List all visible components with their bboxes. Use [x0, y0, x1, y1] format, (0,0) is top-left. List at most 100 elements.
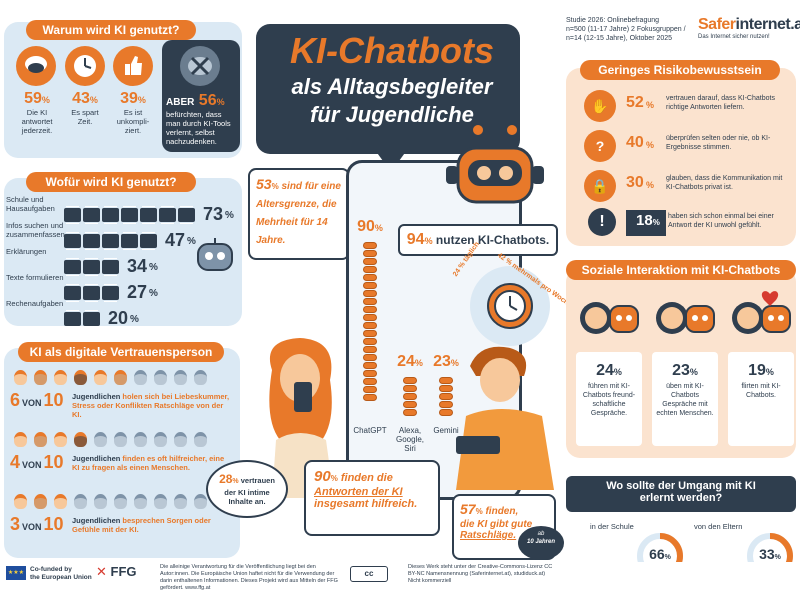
risiko-row: ✋ 52% vertrauen darauf, dass KI-Chatbots r… — [576, 86, 794, 126]
person-icon — [134, 370, 147, 385]
chip-icon — [121, 206, 138, 224]
chip-icon — [140, 206, 157, 224]
risiko-unit: % — [646, 100, 655, 110]
main-title: KI-Chatbots — [290, 30, 494, 71]
vertrauen-n: 6 — [10, 390, 21, 410]
robot-stack-icon — [403, 393, 417, 400]
robot-stack-icon — [439, 385, 453, 392]
vertrauen-n: 4 — [10, 452, 21, 472]
person-icon — [14, 494, 27, 509]
chatbot-pct: 23 — [433, 353, 451, 370]
vertrauen-text-b: besprechen Sorgen oder Gefühle mit der K… — [72, 516, 211, 534]
risiko-title: Geringes Risikobewusstsein — [580, 60, 780, 80]
intimate-pct: 28 — [219, 472, 233, 486]
wofuer-row: Infos suchen und zusammenfassen 47% — [6, 221, 242, 250]
robot-stack-icon — [363, 322, 377, 329]
robot-stack-icon — [363, 386, 377, 393]
chatbot-unit: % — [450, 358, 459, 368]
chip-icon — [83, 310, 100, 328]
vertrauen-text: Jugendlichen finden es oft hilfreicher, … — [72, 454, 232, 472]
wofuer-label: Rechenaufgaben — [6, 299, 64, 308]
person-icon — [154, 370, 167, 385]
footer: ★★★ Co-funded by the European Union ✕ FF… — [0, 562, 800, 600]
robot-stack-icon — [439, 401, 453, 408]
vertrauen-text-a: Jugendlichen — [72, 454, 121, 463]
school-label: in der Schule — [590, 522, 634, 531]
chatbot-name: Alexa, Google, Siri — [395, 426, 425, 453]
intimate-text-1: vertrauen — [238, 476, 275, 485]
person-icon — [114, 494, 127, 509]
vertrauen-text-a: Jugendlichen — [72, 392, 121, 401]
warum-pct-3: 39 — [120, 90, 138, 107]
vertrauen-row: 3 VON 10 Jugendlichen besprechen Sorgen ode… — [10, 494, 236, 556]
chip-icon — [178, 206, 195, 224]
sozial-pct-wrap: 23% — [652, 362, 718, 380]
sozial-pct: 24 — [596, 362, 614, 379]
age-tag: ab 10 Jahren — [518, 526, 564, 560]
person-icon — [74, 494, 87, 509]
person-icon — [74, 432, 87, 447]
wofuer-pct: 34 — [127, 256, 148, 276]
advice-text-1: finden, — [482, 506, 519, 517]
robot-stack-icon — [363, 330, 377, 337]
warum-text-2: Es spart Zeit. — [71, 108, 99, 126]
robot-illustration — [440, 120, 550, 210]
robot-stack-icon — [439, 377, 453, 384]
speech-bubble-icon — [16, 46, 56, 86]
wofuer-title: Wofür wird KI genutzt? — [26, 172, 196, 192]
robot-stack-icon — [439, 393, 453, 400]
person-icon — [34, 432, 47, 447]
vertrauen-text: Jugendlichen besprechen Sorgen oder Gefü… — [72, 516, 232, 534]
aber-text: befürchten, dass man durch KI-Tools verl… — [166, 110, 231, 146]
vertrauen-row: 6 VON 10 Jugendlichen holen sich bei Liebes… — [10, 370, 236, 432]
sozial-pct: 19 — [748, 362, 766, 379]
intimate-bubble: 28% vertrauen der KI intime Inhalte an. — [206, 460, 288, 518]
person-icon — [34, 370, 47, 385]
sozial-text: üben mit KI-Chatbots Gespräche mit echte… — [656, 383, 714, 417]
chatbot-pct-label: 23% — [428, 353, 464, 371]
vertrauen-count: 4 VON 10 — [10, 452, 64, 473]
cc-license-icon: cc — [350, 566, 388, 582]
wofuer-bar — [64, 232, 159, 250]
brand-a: Safer — [698, 16, 736, 33]
robot-stack-icon — [363, 370, 377, 377]
vertrauen-n: 3 — [10, 514, 21, 534]
age-unit: % — [271, 182, 279, 191]
chip-icon — [102, 258, 119, 276]
vertrauen-count: 3 VON 10 — [10, 514, 64, 535]
eu-text-1: Co-funded by — [30, 566, 72, 573]
vertrauen-row: 4 VON 10 Jugendlichen finden es oft hilfrei… — [10, 432, 236, 494]
risiko-list: ✋ 52% vertrauen darauf, dass KI-Chatbots r… — [576, 86, 794, 206]
risiko-text: glauben, dass die Kommunikation mit KI-C… — [666, 175, 783, 191]
brain-icon — [180, 46, 220, 86]
wofuer-unit: % — [225, 210, 234, 221]
chip-icon — [102, 232, 119, 250]
warum-text-3: Es ist unkompli-ziert. — [116, 108, 150, 135]
robot-stack-icon — [363, 282, 377, 289]
faces-row — [14, 432, 214, 452]
wofuer-bar — [64, 206, 197, 224]
school-pct: 66 — [649, 546, 665, 562]
robot-stack-icon — [403, 409, 417, 416]
wofuer-unit: % — [130, 314, 139, 325]
sozial-text: führen mit KI-Chatbots freund-schaftlich… — [582, 383, 636, 417]
vertrauen-total: 10 — [43, 452, 64, 472]
thumbs-up-icon — [113, 46, 153, 86]
eu-flag-icon: ★★★ — [6, 566, 26, 580]
warum-title: Warum wird KI genutzt? — [26, 20, 196, 40]
chip-icon — [64, 258, 81, 276]
sozial-list: 24% führen mit KI-Chatbots freund-schaftl… — [570, 288, 794, 454]
handshake-icon: ✋ — [584, 90, 616, 122]
helpful-pct: 90 — [314, 468, 331, 485]
study-info: Studie 2026: Onlinebefragung n=500 (11-1… — [566, 16, 706, 43]
chatbot-pct-label: 90% — [352, 218, 388, 236]
wofuer-unit: % — [149, 262, 158, 273]
robot-stack-icon — [363, 258, 377, 265]
risiko-text: überprüfen selten oder nie, ob KI-Ergebn… — [666, 135, 771, 151]
warn-unit: % — [652, 218, 660, 227]
wofuer-bar — [64, 258, 121, 276]
intimate-text-2: der KI intime Inhalte an. — [224, 488, 270, 506]
advice-text-3: Ratschläge. — [460, 530, 517, 541]
umgang-title-box: Wo sollte der Umgang mit KI erlernt werd… — [566, 476, 796, 512]
helpful-text-2: Antworten der KI — [314, 486, 403, 498]
